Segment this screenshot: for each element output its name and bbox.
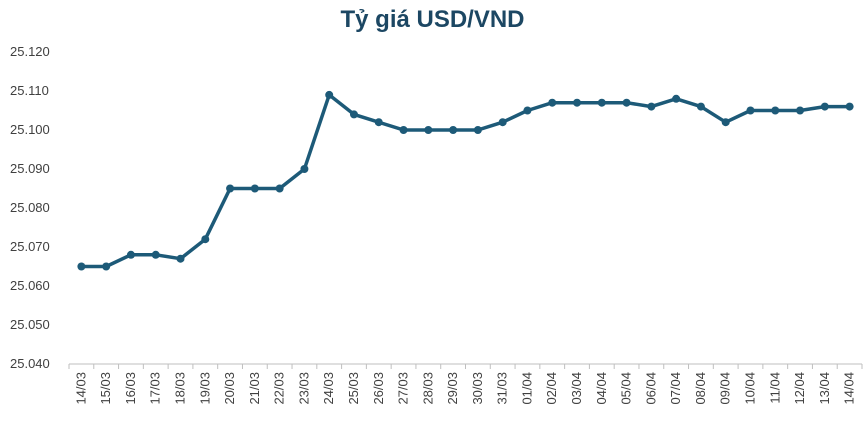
data-point [746,106,755,115]
x-tick-label: 11/04 [767,372,782,404]
data-point [226,184,235,193]
y-tick-label: 25.120 [10,44,50,59]
data-point [523,106,532,115]
x-tick-label: 18/03 [173,372,188,405]
y-tick-label: 25.050 [10,317,50,332]
data-point [275,184,284,193]
x-tick-label: 10/04 [742,372,757,405]
y-tick-label: 25.110 [10,83,49,98]
x-tick-label: 21/03 [247,372,262,405]
x-tick-label: 28/03 [420,372,435,405]
data-point [449,126,458,134]
x-tick-label: 30/03 [470,372,485,405]
x-tick-label: 04/04 [594,372,609,405]
data-point [201,235,210,244]
x-tick-label: 05/04 [619,372,634,405]
y-tick-label: 25.080 [10,200,50,215]
data-point [399,126,408,134]
x-tick-label: 16/03 [123,372,138,405]
data-point [473,126,482,134]
x-tick-label: 31/03 [495,372,510,405]
data-point [573,98,582,107]
data-point [696,102,705,111]
x-tick-label: 12/04 [792,372,807,405]
data-point [820,102,829,111]
data-point [845,102,854,111]
x-tick-label: 24/03 [321,372,336,405]
data-point [597,98,606,107]
x-tick-label: 03/04 [569,372,584,405]
data-point [548,98,557,107]
data-point [647,102,656,111]
x-tick-label: 17/03 [148,372,163,405]
data-point [374,118,383,127]
x-tick-label: 06/04 [643,372,658,405]
data-point [300,165,309,173]
chart-title: Tỷ giá USD/VND [340,6,525,33]
x-tick-label: 19/03 [197,372,212,405]
y-tick-label: 25.100 [10,122,50,137]
x-tick-label: 07/04 [668,372,683,405]
x-tick-label: 23/03 [296,372,311,405]
data-point [771,106,780,115]
data-point [325,90,334,99]
x-tick-label: 08/04 [693,372,708,405]
x-tick-label: 20/03 [222,372,237,405]
data-point [176,254,185,263]
y-tick-label: 25.060 [10,278,50,293]
data-point [796,106,805,115]
data-point [77,262,86,271]
x-tick-label: 25/03 [346,372,361,405]
y-tick-label: 25.070 [10,239,50,254]
x-tick-label: 29/03 [445,372,460,405]
data-point [250,184,259,193]
data-point [151,250,160,259]
data-point [622,98,631,107]
x-tick-label: 02/04 [544,372,559,405]
x-tick-label: 14/04 [842,372,857,405]
data-point [349,110,358,119]
x-tick-label: 01/04 [519,372,534,405]
x-tick-label: 22/03 [272,372,287,405]
x-tick-label: 27/03 [396,372,411,405]
x-tick-label: 13/04 [817,372,832,405]
data-point [102,262,111,271]
y-tick-label: 25.040 [10,356,50,371]
x-tick-label: 15/03 [98,372,113,405]
data-point [126,250,135,259]
data-point [721,118,730,127]
data-point [672,94,681,103]
y-tick-label: 25.090 [10,161,50,176]
data-point [424,126,433,134]
data-point [498,118,507,127]
x-tick-label: 14/03 [73,372,88,405]
x-tick-label: 26/03 [371,372,386,405]
series-line [79,93,852,269]
x-tick-label: 09/04 [718,372,733,405]
